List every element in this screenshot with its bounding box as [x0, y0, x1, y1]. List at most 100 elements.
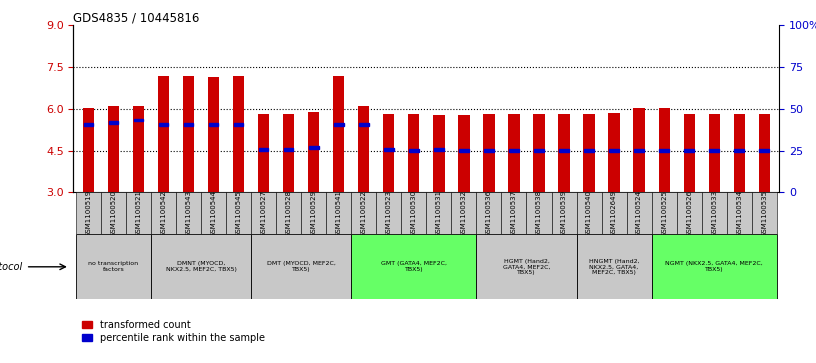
- Text: GSM1100539: GSM1100539: [561, 190, 567, 237]
- Text: GSM1102649: GSM1102649: [611, 190, 617, 237]
- Bar: [483, 114, 494, 192]
- Bar: [308, 112, 319, 192]
- Bar: [734, 149, 744, 152]
- Text: DMNT (MYOCD,
NKX2.5, MEF2C, TBX5): DMNT (MYOCD, NKX2.5, MEF2C, TBX5): [166, 261, 237, 272]
- Bar: [609, 113, 619, 192]
- Text: GSM1100534: GSM1100534: [736, 190, 743, 237]
- Bar: [676, 192, 702, 234]
- Bar: [101, 192, 126, 234]
- Bar: [584, 149, 594, 152]
- Bar: [652, 234, 777, 299]
- Text: GSM1100536: GSM1100536: [486, 190, 492, 237]
- Text: GSM1100528: GSM1100528: [286, 190, 291, 237]
- Bar: [258, 114, 269, 192]
- Bar: [83, 107, 94, 192]
- Bar: [251, 192, 276, 234]
- Text: GSM1100521: GSM1100521: [135, 190, 141, 237]
- Bar: [234, 123, 243, 126]
- Bar: [76, 192, 101, 234]
- Bar: [384, 114, 394, 192]
- Text: GMT (GATA4, MEF2C,
TBX5): GMT (GATA4, MEF2C, TBX5): [381, 261, 447, 272]
- Text: protocol: protocol: [0, 262, 22, 272]
- Bar: [359, 123, 369, 126]
- Bar: [151, 234, 251, 299]
- Text: GSM1100527: GSM1100527: [260, 190, 267, 237]
- Bar: [477, 234, 577, 299]
- Bar: [201, 192, 226, 234]
- Bar: [583, 114, 595, 192]
- Bar: [684, 114, 694, 192]
- Text: GSM1100533: GSM1100533: [712, 190, 717, 237]
- Bar: [226, 192, 251, 234]
- Bar: [176, 192, 201, 234]
- Bar: [384, 148, 393, 151]
- Bar: [709, 149, 719, 152]
- Bar: [559, 149, 569, 152]
- Bar: [601, 192, 627, 234]
- Text: GSM1100537: GSM1100537: [511, 190, 517, 237]
- Text: GSM1100522: GSM1100522: [361, 190, 366, 237]
- Bar: [301, 192, 326, 234]
- Bar: [552, 192, 577, 234]
- Bar: [652, 192, 676, 234]
- Bar: [334, 123, 344, 126]
- Text: HNGMT (Hand2,
NKX2.5, GATA4,
MEF2C, TBX5): HNGMT (Hand2, NKX2.5, GATA4, MEF2C, TBX5…: [589, 258, 640, 275]
- Bar: [276, 192, 301, 234]
- Bar: [451, 192, 477, 234]
- Bar: [133, 106, 144, 192]
- Bar: [284, 148, 294, 151]
- Bar: [409, 149, 419, 152]
- Text: GSM1100519: GSM1100519: [86, 190, 91, 237]
- Bar: [434, 148, 444, 151]
- Text: GSM1100526: GSM1100526: [686, 190, 692, 237]
- Bar: [159, 123, 168, 126]
- Text: GSM1100543: GSM1100543: [185, 190, 192, 237]
- Text: GSM1100540: GSM1100540: [586, 190, 592, 237]
- Bar: [251, 234, 351, 299]
- Legend: transformed count, percentile rank within the sample: transformed count, percentile rank withi…: [78, 316, 268, 347]
- Text: GSM1100523: GSM1100523: [386, 190, 392, 237]
- Bar: [459, 149, 468, 152]
- Bar: [309, 147, 318, 149]
- Text: GSM1100529: GSM1100529: [311, 190, 317, 237]
- Text: GSM1100544: GSM1100544: [211, 190, 216, 237]
- Text: GSM1100531: GSM1100531: [436, 190, 442, 237]
- Bar: [426, 192, 451, 234]
- Bar: [459, 115, 469, 192]
- Bar: [326, 192, 351, 234]
- Bar: [259, 148, 268, 151]
- Bar: [209, 123, 219, 126]
- Bar: [685, 149, 694, 152]
- Bar: [633, 107, 645, 192]
- Bar: [283, 114, 295, 192]
- Text: no transcription
factors: no transcription factors: [88, 261, 139, 272]
- Bar: [351, 192, 376, 234]
- Bar: [752, 192, 777, 234]
- Bar: [408, 114, 419, 192]
- Bar: [534, 114, 544, 192]
- Bar: [109, 121, 118, 124]
- Bar: [760, 149, 769, 152]
- Bar: [577, 234, 652, 299]
- Text: GSM1100525: GSM1100525: [661, 190, 667, 237]
- Bar: [577, 192, 601, 234]
- Bar: [759, 114, 769, 192]
- Bar: [151, 192, 176, 234]
- Text: GSM1100520: GSM1100520: [110, 190, 117, 237]
- Text: DMT (MYOCD, MEF2C,
TBX5): DMT (MYOCD, MEF2C, TBX5): [267, 261, 335, 272]
- Text: NGMT (NKX2.5, GATA4, MEF2C,
TBX5): NGMT (NKX2.5, GATA4, MEF2C, TBX5): [665, 261, 763, 272]
- Bar: [401, 192, 426, 234]
- Text: GSM1100541: GSM1100541: [335, 190, 342, 237]
- Bar: [508, 114, 520, 192]
- Bar: [134, 119, 144, 121]
- Bar: [526, 192, 552, 234]
- Bar: [477, 192, 502, 234]
- Bar: [333, 76, 344, 192]
- Bar: [627, 192, 652, 234]
- Text: GSM1100542: GSM1100542: [161, 190, 166, 237]
- Bar: [183, 76, 194, 192]
- Bar: [108, 106, 119, 192]
- Text: GDS4835 / 10445816: GDS4835 / 10445816: [73, 11, 200, 24]
- Bar: [734, 114, 745, 192]
- Bar: [558, 114, 570, 192]
